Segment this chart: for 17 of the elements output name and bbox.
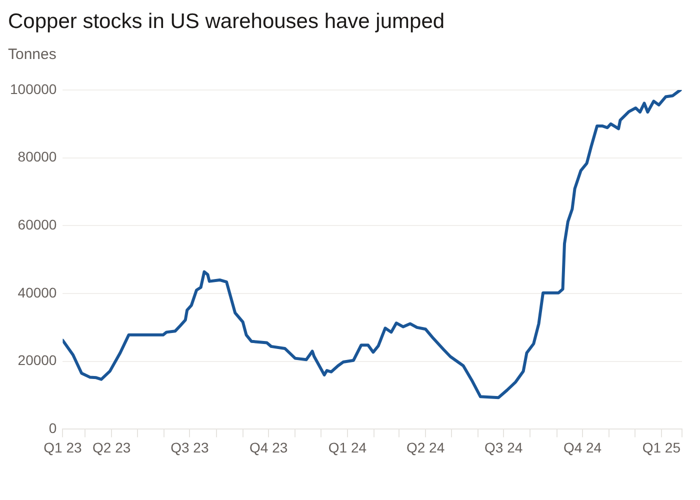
- x-tick-label: Q2 23: [92, 439, 131, 456]
- y-axis-title: Tonnes: [8, 46, 56, 63]
- x-tick-label: Q1 25: [642, 439, 681, 456]
- y-tick-label: 40000: [18, 284, 57, 300]
- y-tick-label: 20000: [18, 352, 57, 368]
- y-tick-label: 100000: [10, 80, 57, 97]
- x-tick-label: Q4 24: [563, 439, 602, 456]
- x-tick-label: Q3 23: [170, 439, 209, 456]
- x-tick-label: Q3 24: [484, 439, 523, 456]
- chart-title: Copper stocks in US warehouses have jumped: [8, 10, 445, 34]
- y-tick-label: 60000: [18, 216, 57, 233]
- y-tick-label: 80000: [18, 148, 57, 165]
- x-tick-label: Q1 24: [328, 439, 367, 456]
- x-tick-label: Q4 23: [250, 439, 288, 456]
- x-tick-label: Q2 24: [406, 439, 445, 456]
- y-tick-label: 0: [48, 420, 57, 436]
- x-tick-label: Q1 23: [44, 439, 82, 456]
